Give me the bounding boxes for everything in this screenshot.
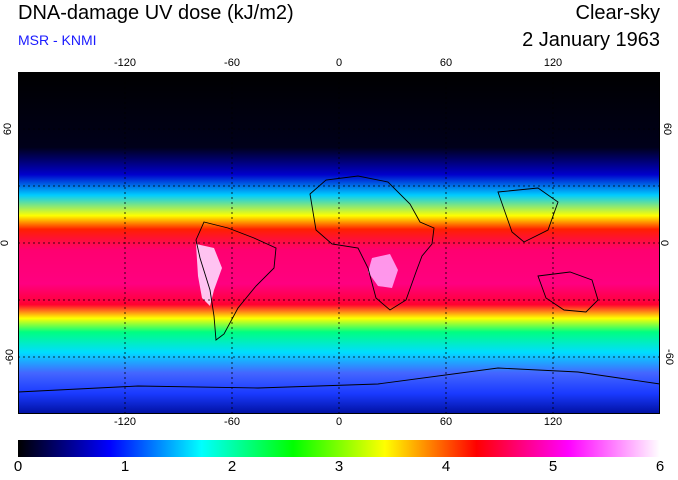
lon-tick-bottom: -120 bbox=[113, 416, 137, 428]
lon-tick-bottom: 60 bbox=[439, 416, 453, 428]
map-border bbox=[18, 72, 660, 414]
lon-tick-bottom: 0 bbox=[335, 416, 343, 428]
lat-tick-left: 0 bbox=[0, 239, 12, 247]
lat-tick-left: 60 bbox=[2, 122, 15, 136]
lat-tick-left: -60 bbox=[3, 349, 16, 365]
colorbar-label: 6 bbox=[655, 458, 665, 475]
lat-tick-right: 60 bbox=[661, 122, 674, 136]
sky-condition: Clear-sky bbox=[575, 2, 660, 24]
southern-africa-hotspot bbox=[368, 254, 398, 288]
lon-tick-top: 120 bbox=[543, 57, 563, 69]
map-date: 2 January 1963 bbox=[522, 29, 660, 51]
lon-tick-top: -120 bbox=[113, 57, 137, 69]
colorbar bbox=[18, 440, 660, 457]
colorbar-label: 4 bbox=[441, 458, 451, 475]
lon-tick-top: 60 bbox=[439, 57, 453, 69]
lon-tick-bottom: -60 bbox=[224, 416, 240, 428]
colorbar-label: 3 bbox=[334, 458, 344, 475]
lat-tick-right: -60 bbox=[662, 349, 675, 365]
lon-tick-top: -60 bbox=[224, 57, 240, 69]
map-title: DNA-damage UV dose (kJ/m2) bbox=[18, 2, 294, 24]
andes-hotspot bbox=[196, 244, 222, 306]
uv-dose-map bbox=[18, 72, 660, 414]
data-credit: MSR - KNMI bbox=[18, 32, 97, 48]
lat-gridlines bbox=[18, 128, 660, 358]
colorbar-label: 5 bbox=[548, 458, 558, 475]
colorbar-label: 2 bbox=[227, 458, 237, 475]
lon-tick-top: 0 bbox=[335, 57, 343, 69]
colorbar-label: 0 bbox=[13, 458, 23, 475]
colorbar-label: 1 bbox=[120, 458, 130, 475]
lon-tick-bottom: 120 bbox=[543, 416, 563, 428]
